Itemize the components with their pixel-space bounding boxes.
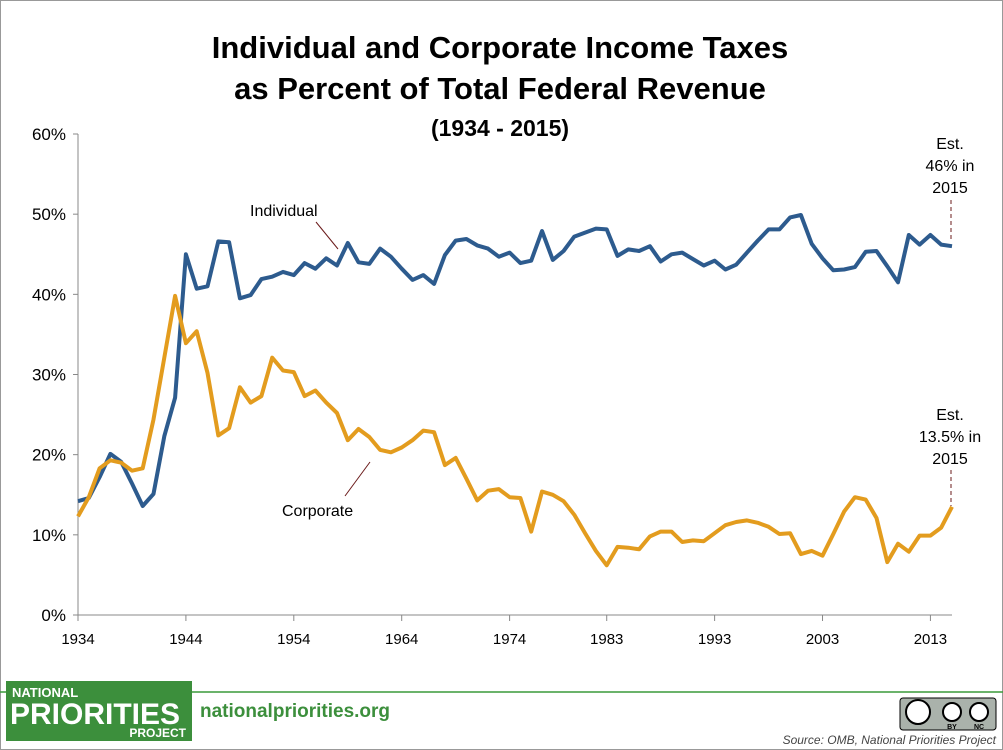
- annotation: 13.5% in: [919, 429, 981, 446]
- x-tick-label: 1993: [698, 631, 731, 648]
- y-tick-label: 40%: [32, 285, 66, 304]
- annotation: 2015: [932, 180, 968, 197]
- series-line: [77, 213, 953, 508]
- x-tick-label: 1944: [169, 631, 202, 648]
- logo-text: NATIONAL: [12, 685, 78, 700]
- annotation: 46% in: [926, 158, 975, 175]
- x-tick-label: 1954: [277, 631, 310, 648]
- x-tick-label: 2013: [914, 631, 947, 648]
- leader-line: [315, 221, 339, 250]
- y-tick-label: 50%: [32, 205, 66, 224]
- y-tick-label: 10%: [32, 526, 66, 545]
- y-tick-label: 20%: [32, 446, 66, 465]
- x-tick-label: 2003: [806, 631, 839, 648]
- y-tick-label: 60%: [32, 125, 66, 144]
- series-line: [76, 293, 954, 568]
- x-tick-label: 1964: [385, 631, 418, 648]
- y-tick-label: 30%: [32, 366, 66, 385]
- website: nationalpriorities.org: [200, 701, 390, 722]
- leader-line: [344, 461, 371, 497]
- logo-box: [6, 681, 192, 741]
- source: Source: OMB, National Priorities Project: [783, 733, 997, 747]
- license-text: BY: [947, 724, 957, 731]
- chart-subtitle: (1934 - 2015): [431, 115, 569, 141]
- license-text: NC: [974, 724, 984, 731]
- logo-text: PROJECT: [129, 726, 186, 740]
- series-label: Corporate: [282, 503, 353, 520]
- license-icon: [905, 699, 931, 725]
- chart-title: Individual and Corporate Income Taxes: [212, 30, 789, 65]
- chart-title: as Percent of Total Federal Revenue: [234, 71, 766, 106]
- series-label: Individual: [250, 203, 318, 220]
- annotation: Est.: [936, 407, 964, 424]
- x-tick-label: 1974: [493, 631, 526, 648]
- x-tick-label: 1983: [590, 631, 623, 648]
- y-tick-label: 0%: [41, 606, 66, 625]
- license-icon: [969, 702, 989, 722]
- license-icon: [942, 702, 962, 722]
- annotation: 2015: [932, 451, 968, 468]
- x-tick-label: 1934: [61, 631, 94, 648]
- annotation: Est.: [936, 136, 964, 153]
- logo-text: PRIORITIES: [10, 698, 180, 731]
